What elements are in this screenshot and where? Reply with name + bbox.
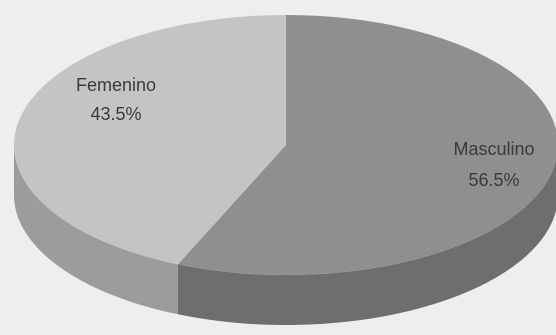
slice-value-masculino: 56.5% — [468, 170, 519, 190]
slice-label-femenino: Femenino — [76, 75, 156, 95]
label-masculino: Masculino 56.5% — [453, 139, 534, 190]
pie-slice-femenino — [13, 15, 286, 265]
pie-side-femenino — [14, 145, 178, 315]
slice-label-masculino: Masculino — [453, 139, 534, 159]
label-femenino: Femenino 43.5% — [76, 75, 156, 124]
slice-value-femenino: 43.5% — [90, 104, 141, 124]
pie-tops — [13, 15, 556, 275]
pie-slice-masculino — [177, 15, 556, 275]
pie-side-masculino — [177, 160, 556, 325]
pie-sides — [14, 145, 556, 325]
